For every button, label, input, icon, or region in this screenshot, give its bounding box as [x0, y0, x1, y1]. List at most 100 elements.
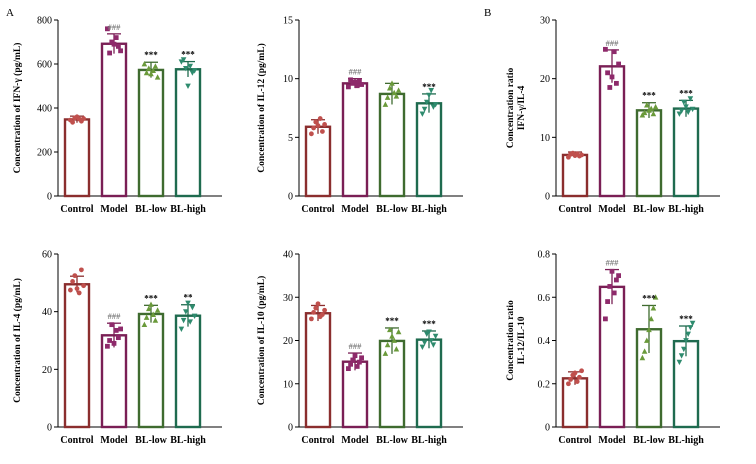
y-tick-label: 0.2	[538, 379, 551, 390]
data-point	[426, 329, 432, 335]
y-tick-label: 0	[545, 192, 550, 203]
data-point	[111, 340, 117, 346]
significance-hash: ###	[108, 311, 122, 321]
data-point	[74, 286, 80, 291]
y-tick-label: 40	[42, 307, 52, 318]
y-axis-label: Concentration ratioIL-12/IL-10	[506, 300, 527, 381]
bar-bl-low	[635, 109, 663, 198]
data-point	[644, 337, 650, 343]
bar-bl-low	[137, 68, 165, 198]
data-point	[180, 57, 187, 63]
x-category-label: Model	[341, 204, 368, 215]
data-point	[421, 340, 428, 346]
significance-hash: ###	[349, 67, 363, 77]
data-point	[352, 353, 358, 359]
data-point	[72, 273, 78, 279]
y-tick-label: 15	[283, 16, 293, 27]
x-category-label: Control	[60, 435, 93, 446]
data-point	[357, 78, 362, 84]
data-point	[382, 350, 389, 356]
data-point	[419, 344, 426, 350]
y-tick-label: 20	[42, 365, 52, 376]
x-category-label: Control	[301, 204, 334, 215]
chart-panel-3: 0 10 20 30 Concentration ratioIFN-γ/IL-4 Cont…	[506, 16, 720, 215]
x-category-label: BL-low	[376, 204, 408, 215]
data-point	[648, 105, 654, 111]
panel-label-a: A	[6, 7, 14, 19]
data-point	[652, 294, 659, 300]
data-point	[309, 131, 314, 137]
y-axis-label: Concentration of IFN-γ (pg/mL)	[12, 43, 23, 174]
data-point	[359, 82, 364, 87]
x-category-label: Model	[598, 204, 625, 215]
data-point	[348, 77, 353, 83]
data-point	[309, 316, 314, 322]
y-tick-label: 20	[283, 336, 293, 347]
data-point	[426, 92, 432, 99]
data-point	[191, 313, 198, 319]
data-point	[607, 284, 613, 289]
y-tick-label: 0	[47, 192, 52, 203]
data-point	[350, 357, 356, 363]
chart-panel-1: 0 200 400 600 800 Concentration of IFN-γ (pg/…	[12, 16, 222, 215]
data-point	[107, 50, 112, 56]
data-point	[70, 278, 75, 284]
x-category-label: Model	[100, 204, 127, 215]
data-point	[354, 364, 360, 369]
bar-control	[63, 283, 91, 429]
data-point	[183, 66, 189, 72]
data-point	[322, 122, 327, 127]
data-point	[395, 328, 402, 335]
bar-bl-high	[415, 338, 443, 429]
data-point	[683, 338, 689, 344]
chart-panel-2: 0 5 10 15 Concentration of IL-12 (pg/mL) Cont…	[256, 16, 463, 215]
data-point	[185, 83, 191, 89]
data-point	[387, 85, 393, 91]
data-point	[689, 106, 696, 113]
bar-control	[561, 377, 589, 429]
data-point	[614, 80, 619, 86]
data-point	[579, 152, 584, 158]
x-category-label: BL-low	[633, 204, 665, 215]
data-point	[109, 322, 115, 328]
data-point	[419, 111, 426, 117]
y-tick-label: 0	[288, 192, 293, 203]
data-point	[685, 109, 691, 116]
data-point	[641, 348, 648, 354]
significance-star: ***	[144, 293, 158, 303]
y-tick-label: 0.4	[538, 336, 551, 347]
data-point	[652, 103, 659, 110]
data-point	[185, 300, 191, 307]
data-point	[616, 273, 621, 279]
data-point	[111, 41, 117, 47]
bar-model	[341, 360, 369, 429]
data-point	[574, 379, 580, 384]
data-point	[191, 68, 198, 74]
y-tick-label: 0	[288, 423, 293, 434]
data-point	[359, 355, 364, 361]
data-point	[579, 368, 584, 374]
data-point	[141, 321, 148, 328]
data-point	[322, 307, 327, 313]
y-tick-label: 0.8	[538, 250, 551, 261]
data-point	[605, 299, 610, 304]
x-category-label: Model	[598, 435, 625, 446]
bar-control	[63, 118, 91, 198]
x-category-label: BL-high	[411, 435, 447, 446]
data-point	[348, 361, 353, 367]
data-point	[187, 63, 193, 70]
data-point	[152, 317, 159, 323]
data-point	[116, 335, 121, 341]
significance-star: ***	[144, 50, 158, 60]
data-point	[189, 304, 196, 311]
data-point	[352, 79, 358, 85]
data-point	[357, 359, 362, 365]
data-point	[387, 326, 393, 333]
data-point	[611, 290, 617, 296]
data-point	[391, 89, 397, 96]
chart-panel-5: 0 10 20 30 40 Concentration of IL-10 (pg/mL) C…	[256, 250, 463, 446]
y-tick-label: 10	[283, 379, 293, 390]
data-point	[317, 116, 323, 121]
data-point	[430, 342, 437, 348]
y-tick-label: 60	[42, 250, 52, 261]
